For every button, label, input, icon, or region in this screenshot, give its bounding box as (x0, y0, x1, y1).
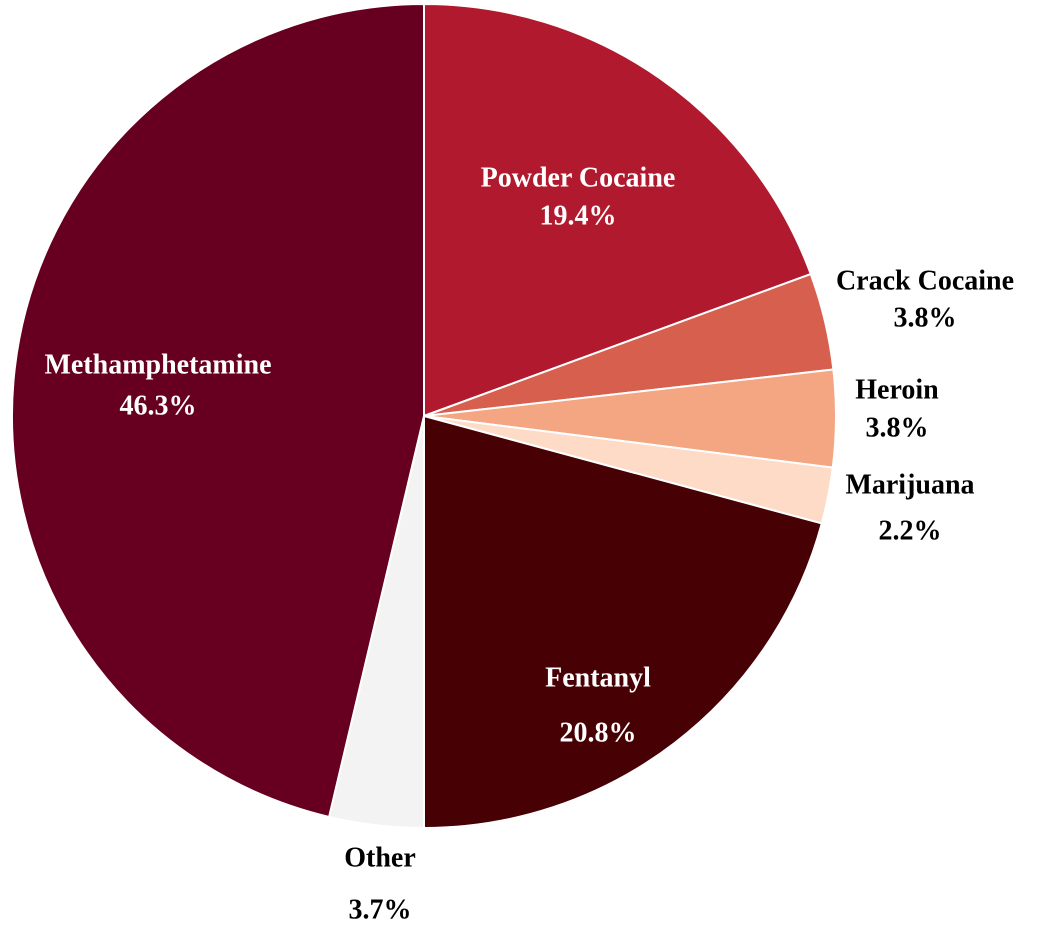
slice-label-heroin: Heroin (855, 374, 939, 405)
slice-powder-cocaine (423, 3, 812, 417)
slice-label-methamphetamine: Methamphetamine (44, 349, 271, 380)
slice-methamphetamine (11, 3, 425, 818)
slice-value-methamphetamine: 46.3% (120, 390, 197, 421)
pie-labels: Powder Cocaine 19.4% Crack Cocaine 3.8% Hero… (44, 162, 1014, 925)
slice-label-fentanyl: Fentanyl (545, 662, 651, 693)
slice-label-powder-cocaine: Powder Cocaine (481, 162, 676, 193)
slice-label-marijuana: Marijuana (845, 469, 974, 500)
slice-label-crack-cocaine: Crack Cocaine (836, 265, 1014, 296)
slice-value-crack-cocaine: 3.8% (894, 302, 957, 333)
slice-value-marijuana: 2.2% (879, 515, 942, 546)
slice-value-heroin: 3.8% (866, 412, 929, 443)
slice-fentanyl (423, 415, 823, 829)
pie-slices (11, 3, 837, 829)
slice-value-powder-cocaine: 19.4% (540, 200, 617, 231)
slice-label-other: Other (344, 842, 416, 873)
slice-value-other: 3.7% (349, 894, 412, 925)
slice-value-fentanyl: 20.8% (560, 717, 637, 748)
